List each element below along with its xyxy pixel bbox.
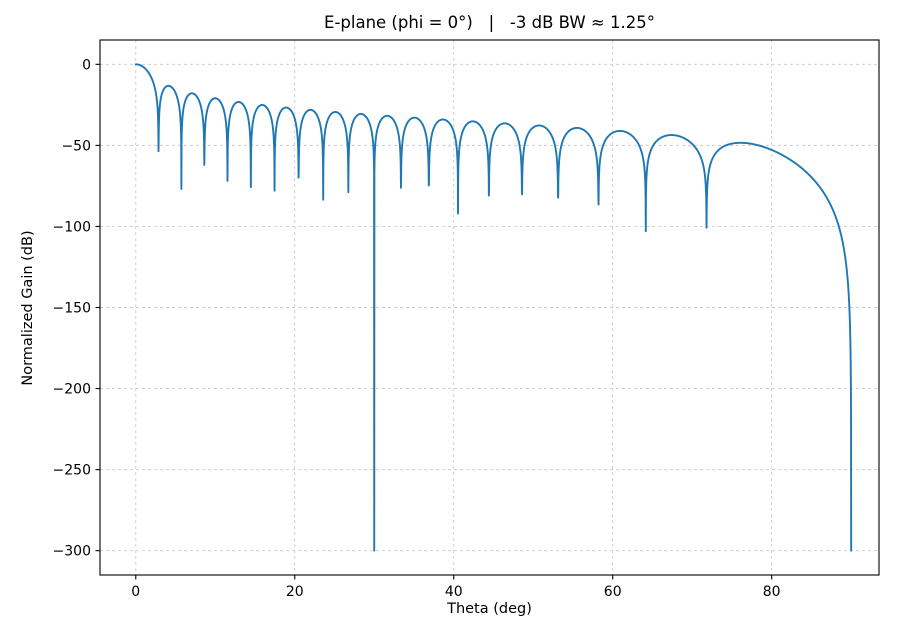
series-line bbox=[134, 63, 853, 552]
x-tick-label: 0 bbox=[131, 584, 140, 600]
x-tick-label: 60 bbox=[604, 584, 622, 600]
y-axis-label: Normalized Gain (dB) bbox=[20, 230, 36, 386]
y-tick-label: −300 bbox=[53, 544, 91, 560]
x-tick-label: 80 bbox=[763, 584, 781, 600]
y-tick-label: −50 bbox=[61, 138, 91, 154]
x-axis-label: Theta (deg) bbox=[447, 601, 532, 617]
x-tick-label: 40 bbox=[445, 584, 463, 600]
y-tick-label: −250 bbox=[53, 463, 91, 479]
y-tick-label: 0 bbox=[82, 57, 91, 73]
x-tick-label: 20 bbox=[286, 584, 304, 600]
y-tick-label: −200 bbox=[53, 382, 91, 398]
y-tick-label: −100 bbox=[53, 219, 91, 235]
y-tick-label: −150 bbox=[53, 301, 91, 317]
chart-title: E-plane (phi = 0°) | -3 dB BW ≈ 1.25° bbox=[324, 13, 655, 32]
